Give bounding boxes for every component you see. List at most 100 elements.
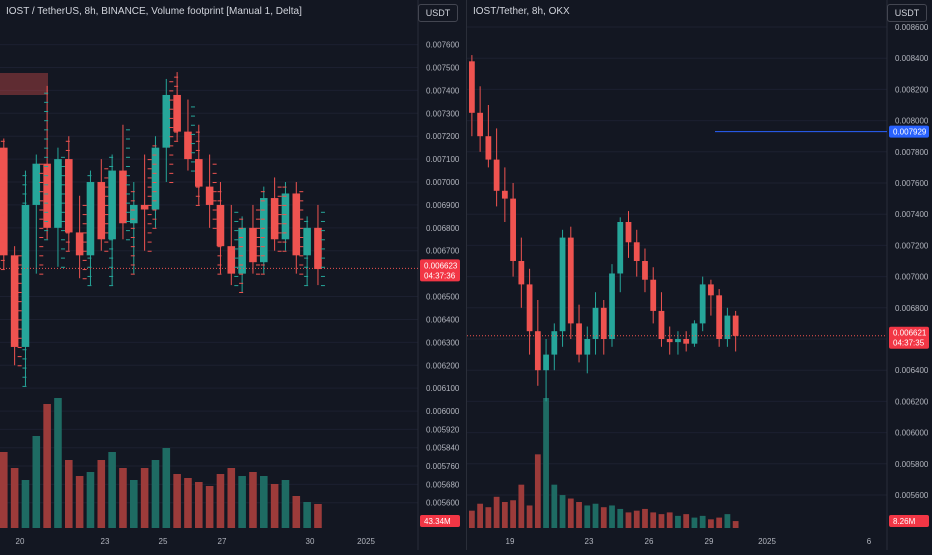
footprint-mark [234, 239, 239, 241]
left-currency-button[interactable]: USDT [418, 4, 458, 22]
footprint-mark [109, 275, 114, 277]
footprint-mark [169, 81, 174, 83]
price-axis-label: 0.007600 [895, 179, 929, 188]
volume-bar [576, 502, 582, 528]
candle-body [108, 170, 116, 240]
footprint-mark [130, 246, 135, 248]
candle-body [559, 237, 566, 332]
footprint-mark [304, 220, 309, 222]
countdown-timer: 04:37:36 [424, 271, 456, 280]
footprint-mark [234, 211, 239, 213]
price-axis-label: 0.008600 [895, 23, 929, 32]
footprint-mark [104, 195, 109, 197]
price-axis-label: 0.007100 [426, 155, 460, 164]
footprint-mark [65, 186, 70, 188]
footprint-mark [174, 76, 179, 78]
volume-bar [708, 519, 714, 528]
footprint-mark [109, 266, 114, 268]
footprint-mark [0, 159, 5, 161]
horizontal-line-tag [889, 125, 929, 138]
footprint-mark [60, 193, 65, 195]
footprint-mark [39, 182, 44, 184]
footprint-mark [217, 255, 222, 257]
footprint-mark [277, 204, 282, 206]
footprint-mark [104, 250, 109, 252]
footprint-mark [255, 236, 260, 238]
volume-bar [43, 404, 51, 528]
footprint-mark [277, 214, 282, 216]
footprint-mark [217, 200, 222, 202]
footprint-mark [109, 220, 114, 222]
price-axis-label: 0.008200 [895, 85, 929, 94]
footprint-mark [109, 184, 114, 186]
candle-body [314, 227, 322, 270]
footprint-mark [82, 269, 87, 271]
footprint-mark [320, 266, 325, 268]
price-axis-label: 0.007000 [895, 273, 929, 282]
footprint-mark [195, 195, 200, 197]
candle-body [584, 339, 591, 355]
footprint-mark [212, 182, 217, 184]
footprint-mark [0, 259, 5, 261]
footprint-mark [169, 117, 174, 119]
time-axis-label: 25 [159, 537, 168, 546]
footprint-mark [277, 250, 282, 252]
footprint-mark [304, 230, 309, 232]
footprint-mark [234, 257, 239, 259]
candle-body [708, 284, 714, 296]
footprint-mark [17, 365, 22, 367]
footprint-mark [255, 227, 260, 229]
candle-body [75, 232, 84, 256]
footprint-mark [0, 204, 5, 206]
candle-body [469, 61, 475, 113]
footprint-mark [60, 211, 65, 213]
candle-body [10, 255, 19, 347]
footprint-mark [277, 232, 282, 234]
footprint-mark [169, 99, 174, 101]
footprint-mark [44, 175, 49, 177]
volume-bar [534, 454, 541, 528]
price-axis-label: 0.005840 [426, 444, 460, 453]
footprint-mark [152, 218, 157, 220]
price-axis-label: 0.005760 [426, 462, 460, 471]
footprint-mark [130, 218, 135, 220]
footprint-mark [299, 209, 304, 211]
footprint-mark [147, 223, 152, 225]
footprint-mark [125, 211, 130, 213]
volume-bar [493, 496, 500, 528]
footprint-mark [320, 248, 325, 250]
footprint-mark [82, 223, 87, 225]
footprint-mark [195, 204, 200, 206]
footprint-mark [82, 278, 87, 280]
footprint-mark [320, 257, 325, 259]
footprint-mark [299, 218, 304, 220]
footprint-mark [125, 202, 130, 204]
right-currency-button[interactable]: USDT [887, 4, 927, 22]
volume-bar [195, 482, 203, 528]
left-chart-pane[interactable]: 0.007600 0.007500 0.007400 0.007300 0.007200… [0, 0, 466, 550]
volume-bar [75, 476, 84, 528]
footprint-mark [0, 250, 5, 252]
footprint-mark [17, 319, 22, 321]
footprint-mark [60, 184, 65, 186]
candle-body [205, 186, 214, 205]
volume-bar [699, 515, 706, 528]
volume-bar [592, 503, 599, 528]
footprint-mark [17, 264, 22, 266]
footprint-mark [212, 191, 217, 193]
price-axis-label: 0.007800 [895, 148, 929, 157]
right-chart-pane[interactable]: 0.008600 0.008400 0.008200 0.008000 0.007800… [466, 0, 932, 550]
footprint-mark [82, 232, 87, 234]
footprint-mark [22, 248, 27, 250]
footprint-mark [169, 136, 174, 138]
right-chart-canvas[interactable]: 0.008600 0.008400 0.008200 0.008000 0.007800… [467, 0, 932, 550]
footprint-mark [109, 239, 114, 241]
footprint-mark [217, 227, 222, 229]
volume-bar [205, 486, 214, 528]
volume-bar [162, 448, 171, 528]
left-chart-canvas[interactable]: 0.007600 0.007500 0.007400 0.007300 0.007200… [0, 0, 466, 550]
volume-bar [716, 517, 723, 528]
candle-body [633, 242, 640, 261]
footprint-mark [17, 346, 22, 348]
footprint-mark [39, 236, 44, 238]
